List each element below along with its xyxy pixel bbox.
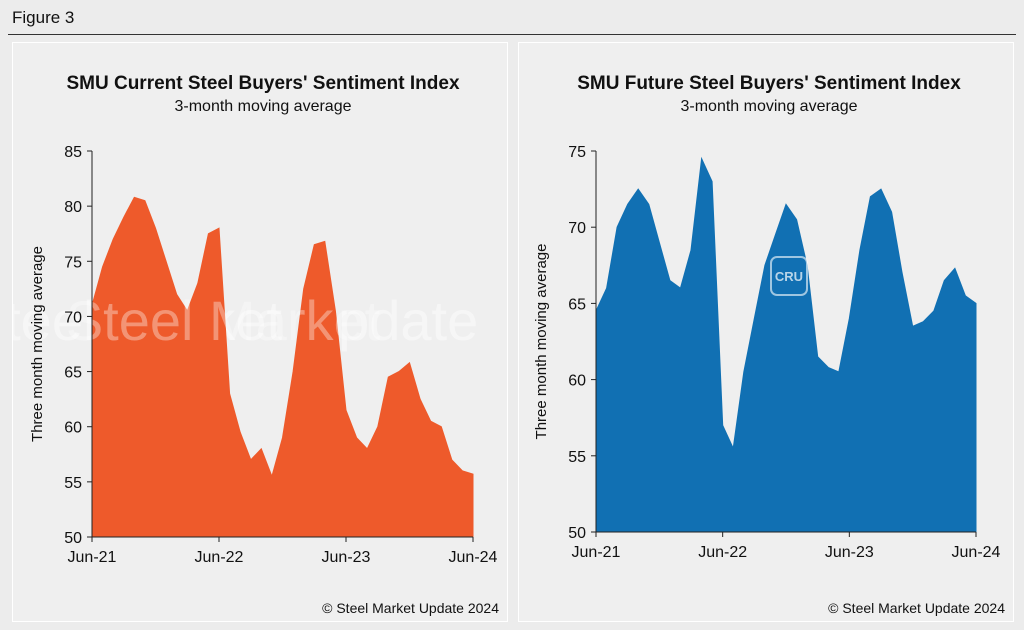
watermark: Steel Market Update (0, 289, 478, 352)
x-tick-label: Jun-21 (68, 549, 117, 566)
chart-subtitle: 3-month moving average (175, 98, 352, 115)
chart-title: SMU Current Steel Buyers' Sentiment Inde… (66, 73, 459, 94)
y-tick-label: 60 (64, 420, 82, 437)
y-tick-label: 55 (64, 475, 82, 492)
figure-title: Figure 3 (12, 8, 75, 27)
x-tick-label: Jun-21 (572, 544, 621, 561)
series-area (595, 156, 977, 533)
series-area (91, 196, 474, 538)
y-tick-label: 55 (568, 449, 586, 466)
chart-current-sentiment: Steel Market Update SMU Current Steel Buy… (0, 73, 499, 616)
y-tick-label: 50 (568, 525, 586, 542)
chart-subtitle: 3-month moving average (681, 98, 858, 115)
chart-panel-future: Steel Market Update SMU Future Steel Buye… (0, 42, 1014, 622)
copyright-credit: © Steel Market Update 2024 (828, 600, 1005, 616)
y-tick-label: 75 (568, 144, 586, 161)
y-tick-label: 85 (64, 144, 82, 161)
y-axis-label: Three month moving average (29, 246, 46, 442)
watermark-text: Steel Market Update (13, 289, 478, 352)
badge-text: CRU (775, 269, 803, 284)
x-tick-label: Jun-22 (195, 549, 244, 566)
y-tick-label: 75 (64, 254, 82, 271)
copyright-credit: © Steel Market Update 2024 (322, 600, 499, 616)
watermark-badge: CRU (770, 256, 808, 296)
x-tick-label: Jun-23 (322, 549, 371, 566)
y-tick-label: 80 (64, 199, 82, 216)
y-axis-label: Three month moving average (533, 244, 550, 440)
y-tick-label: 70 (64, 309, 82, 326)
x-tick-label: Jun-24 (952, 544, 1001, 561)
y-tick-label: 65 (64, 365, 82, 382)
watermark-overlay: Steel Market (66, 289, 381, 352)
y-tick-label: 60 (568, 373, 586, 390)
y-tick-label: 70 (568, 220, 586, 237)
badge-frame (770, 256, 808, 296)
x-tick-label: Jun-23 (825, 544, 874, 561)
chart-future-sentiment: Steel Market Update SMU Future Steel Buye… (0, 73, 1005, 616)
x-tick-label: Jun-22 (698, 544, 747, 561)
chart-title: SMU Future Steel Buyers' Sentiment Index (577, 73, 961, 94)
title-divider (8, 34, 1016, 35)
y-tick-label: 50 (64, 530, 82, 547)
y-tick-label: 65 (568, 296, 586, 313)
chart-panel-current: Steel Market Update SMU Current Steel Buy… (0, 42, 508, 622)
x-tick-label: Jun-24 (449, 549, 498, 566)
